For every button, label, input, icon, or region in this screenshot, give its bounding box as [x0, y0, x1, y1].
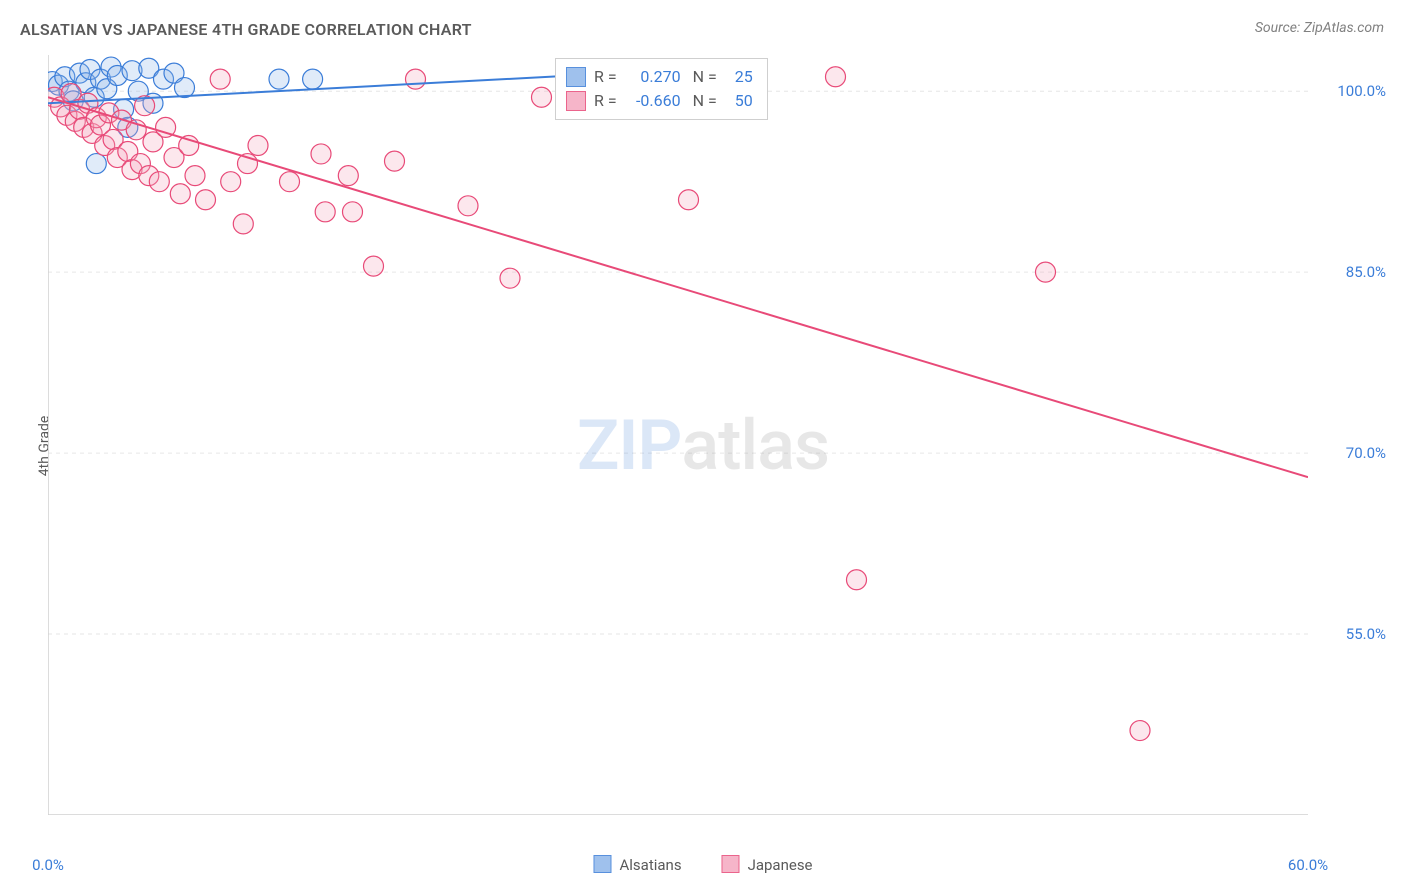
- y-tick-label: 70.0%: [1346, 444, 1386, 462]
- plot-area: [48, 55, 1308, 815]
- y-tick-label: 85.0%: [1346, 263, 1386, 281]
- source-attribution: Source: ZipAtlas.com: [1255, 20, 1384, 36]
- y-tick-label: 55.0%: [1346, 625, 1386, 643]
- series-legend: Alsatians Japanese: [593, 855, 812, 874]
- scatter-chart-svg: [48, 55, 1308, 815]
- correlation-legend: R =0.270 N =25 R =-0.660 N =50: [555, 58, 768, 120]
- legend-row: R =-0.660 N =50: [566, 89, 753, 113]
- x-tick-label: 0.0%: [32, 856, 64, 874]
- legend-row: R =0.270 N =25: [566, 65, 753, 89]
- legend-item: Alsatians: [593, 855, 681, 874]
- y-tick-label: 100.0%: [1337, 82, 1386, 100]
- legend-item: Japanese: [722, 855, 813, 874]
- x-tick-label: 60.0%: [1288, 856, 1328, 874]
- chart-title: ALSATIAN VS JAPANESE 4TH GRADE CORRELATI…: [20, 20, 472, 39]
